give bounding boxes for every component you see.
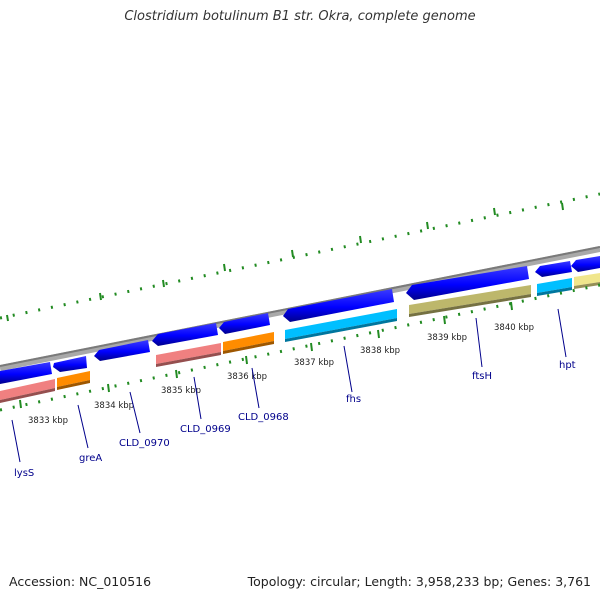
leader-greA bbox=[77, 404, 89, 449]
cds-arrow bbox=[152, 323, 218, 346]
gene-block-CLD_0969 bbox=[156, 343, 221, 364]
gene-label-fhs: fhs bbox=[346, 394, 361, 405]
major-tick bbox=[443, 315, 446, 325]
cds-arrow bbox=[0, 362, 52, 384]
gene-block-greA-shadow bbox=[57, 380, 90, 390]
gene-blocks bbox=[0, 273, 600, 403]
major-tick bbox=[377, 329, 380, 339]
scale-label: 3837 kbp bbox=[294, 358, 334, 368]
gene-block-lysS bbox=[0, 379, 55, 400]
leader-ftsH bbox=[475, 317, 483, 368]
leader-CLD_0970 bbox=[129, 391, 141, 434]
gene-block-hpt bbox=[537, 278, 572, 293]
major-tick bbox=[19, 399, 22, 409]
gene-block-CLD_0968 bbox=[223, 332, 274, 351]
scale-label: 3839 kbp bbox=[427, 333, 467, 343]
major-tick bbox=[359, 235, 362, 244]
upper-scale-ticks bbox=[0, 192, 600, 322]
major-tick bbox=[291, 249, 294, 258]
major-tick bbox=[175, 369, 178, 379]
map-title: Clostridium botulinum B1 str. Okra, comp… bbox=[124, 9, 476, 24]
scale-labels: 3833 kbp 3834 kbp 3835 kbp 3836 kbp 3837… bbox=[28, 323, 534, 426]
gene-leaders bbox=[11, 308, 567, 463]
scale-label: 3835 kbp bbox=[161, 386, 201, 396]
gene-labels: lysS greA CLD_0970 CLD_0969 CLD_0968 fhs… bbox=[14, 360, 576, 479]
major-tick bbox=[107, 383, 110, 393]
cds-arrow bbox=[53, 356, 87, 372]
leader-hpt bbox=[557, 308, 567, 358]
scale-label: 3836 kbp bbox=[227, 372, 267, 382]
scale-label: 3838 kbp bbox=[360, 346, 400, 356]
genome-stats-text: Topology: circular; Length: 3,958,233 bp… bbox=[247, 574, 591, 589]
gene-label-greA: greA bbox=[79, 453, 102, 464]
major-tick bbox=[561, 202, 564, 211]
leader-lysS bbox=[11, 419, 21, 463]
major-tick bbox=[99, 292, 102, 301]
gene-label-ftsH: ftsH bbox=[472, 371, 492, 382]
gene-label-CLD_0968: CLD_0968 bbox=[238, 412, 289, 423]
major-tick bbox=[510, 301, 513, 311]
cds-arrow bbox=[406, 266, 529, 300]
cds-arrow bbox=[219, 313, 270, 334]
leader-CLD_0968 bbox=[251, 367, 260, 409]
major-tick bbox=[6, 314, 9, 322]
major-tick bbox=[162, 279, 165, 288]
gene-block-fhs-shadow bbox=[285, 318, 397, 342]
gene-block-lysS-shadow bbox=[0, 388, 55, 403]
cds-arrow bbox=[535, 261, 572, 277]
gene-label-hpt: hpt bbox=[559, 360, 576, 371]
accession-text: Accession: NC_010516 bbox=[9, 574, 152, 589]
cds-arrow bbox=[94, 340, 150, 361]
gene-block-ftsH-shadow bbox=[409, 294, 531, 317]
lower-scale-ticks bbox=[0, 283, 600, 412]
gene-block-unnamed bbox=[574, 273, 600, 286]
gene-label-CLD_0969: CLD_0969 bbox=[180, 424, 231, 435]
leader-CLD_0969 bbox=[193, 376, 202, 420]
major-tick bbox=[223, 263, 226, 272]
cds-arrow bbox=[283, 289, 394, 322]
major-tick bbox=[310, 342, 313, 352]
major-tick bbox=[493, 207, 496, 216]
scale-label: 3833 kbp bbox=[28, 416, 68, 426]
gene-block-CLD_0968-shadow bbox=[223, 341, 274, 354]
gene-block-hpt-shadow bbox=[537, 287, 572, 296]
gene-block-unnamed-shadow bbox=[574, 282, 600, 289]
scale-label: 3834 kbp bbox=[94, 401, 134, 411]
cds-arrow bbox=[571, 256, 600, 272]
gene-block-fhs bbox=[285, 309, 397, 339]
leader-fhs bbox=[343, 345, 353, 393]
cds-arrows bbox=[0, 256, 600, 384]
scale-label: 3840 kbp bbox=[494, 323, 534, 333]
major-tick bbox=[245, 355, 248, 365]
major-tick bbox=[426, 221, 429, 230]
gene-block-ftsH bbox=[409, 285, 531, 314]
gene-label-lysS: lysS bbox=[14, 468, 34, 479]
gene-label-CLD_0970: CLD_0970 bbox=[119, 438, 170, 449]
gene-block-greA bbox=[57, 371, 90, 387]
gene-block-CLD_0969-shadow bbox=[156, 352, 221, 367]
